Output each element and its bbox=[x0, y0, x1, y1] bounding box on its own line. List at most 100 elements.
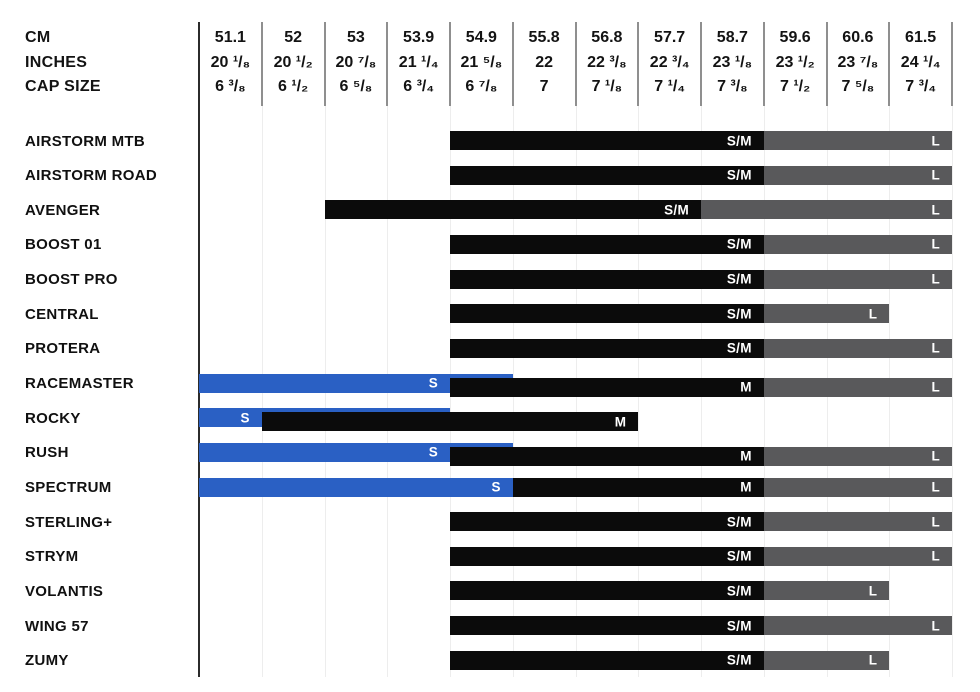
size-bar-l: L bbox=[701, 200, 952, 220]
header-column-separator bbox=[700, 22, 702, 106]
size-bar-s-m: S/M bbox=[450, 131, 764, 150]
model-label: PROTERA bbox=[25, 340, 101, 358]
header-cm-value: 51.1 bbox=[214, 29, 246, 46]
size-bar-l: L bbox=[763, 338, 952, 358]
header-cm-value: 52 bbox=[284, 29, 303, 46]
header-capsize-value: 6 ¹/₂ bbox=[278, 78, 309, 95]
size-bar-label: S bbox=[428, 375, 438, 391]
size-bar-label: L bbox=[868, 306, 878, 322]
size-bar-label: L bbox=[931, 271, 940, 287]
header-inches-value: 21 ⁵/₈ bbox=[460, 53, 503, 71]
size-column-header: 58.7 23 ¹/₈ 7 ³/₈ bbox=[701, 26, 764, 100]
size-bar-label: L bbox=[931, 448, 940, 464]
model-label: WING 57 bbox=[25, 617, 89, 635]
size-bar-l: L bbox=[763, 446, 952, 466]
header-capsize-value: 7 ⁵/₈ bbox=[841, 78, 875, 95]
header-inches-value: 20 ¹/₈ bbox=[210, 53, 251, 71]
size-bar-l: L bbox=[763, 165, 952, 185]
header-label-inches: INCHES bbox=[25, 53, 88, 71]
model-label: STRYM bbox=[25, 548, 79, 566]
size-bar-l: L bbox=[763, 512, 952, 532]
size-bar-m: M bbox=[512, 477, 764, 497]
size-bar-m: M bbox=[261, 412, 639, 432]
header-column-separator bbox=[449, 22, 451, 106]
size-bar-s-m: S/M bbox=[324, 200, 701, 220]
header-column-separator bbox=[323, 22, 326, 106]
size-bar-label: M bbox=[740, 479, 752, 495]
size-bar-label: L bbox=[931, 340, 940, 356]
header-column-separator bbox=[888, 22, 891, 106]
gridline bbox=[952, 106, 953, 677]
model-label: RACEMASTER bbox=[25, 375, 134, 393]
size-bar-l: L bbox=[763, 650, 890, 670]
size-bar-label: M bbox=[740, 379, 752, 395]
size-column-header: 59.6 23 ¹/₂ 7 ¹/₂ bbox=[764, 26, 827, 100]
size-bar-label: M bbox=[740, 448, 752, 464]
size-bar-label: L bbox=[931, 167, 940, 183]
size-bar-l: L bbox=[763, 131, 952, 150]
header-inches-value: 20 ¹/₂ bbox=[273, 53, 313, 71]
size-bar-label: S/M bbox=[726, 271, 752, 287]
size-bar-label: S/M bbox=[664, 202, 689, 218]
header-capsize-value: 7 ³/₄ bbox=[905, 78, 936, 95]
size-bar-label: S/M bbox=[726, 583, 752, 599]
model-label: CENTRAL bbox=[25, 305, 99, 323]
size-bar-label: L bbox=[931, 236, 940, 252]
size-bar-m: M bbox=[450, 377, 764, 397]
header-column-separator bbox=[386, 22, 389, 106]
header-capsize-value: 7 ¹/₈ bbox=[591, 78, 623, 95]
header-cm-value: 55.8 bbox=[528, 29, 560, 46]
size-bar-s-m: S/M bbox=[450, 512, 764, 532]
size-column-header: 55.8 22 7 bbox=[513, 26, 576, 100]
size-bar-label: S/M bbox=[726, 514, 752, 530]
header-label-capsize: CAP SIZE bbox=[25, 78, 101, 95]
header-inches-value: 22 ³/₈ bbox=[587, 53, 627, 71]
size-bar-label: M bbox=[614, 414, 627, 430]
size-bar-s-m: S/M bbox=[450, 269, 764, 289]
header-cm-value: 61.5 bbox=[905, 29, 937, 46]
header-cm-value: 53.9 bbox=[403, 29, 435, 46]
header-inches-value: 22 bbox=[535, 53, 554, 71]
size-bar-label: S bbox=[428, 444, 438, 460]
header-column-separator bbox=[951, 22, 953, 106]
header-capsize-value: 7 ¹/₄ bbox=[654, 78, 685, 95]
size-bar-l: L bbox=[763, 304, 890, 324]
header-cm-value: 54.9 bbox=[465, 29, 497, 46]
size-bar-l: L bbox=[763, 377, 952, 397]
size-bar-label: S/M bbox=[726, 167, 752, 183]
size-column-header: 57.7 22 ³/₄ 7 ¹/₄ bbox=[638, 26, 701, 100]
size-column-header: 61.5 24 ¹/₄ 7 ³/₄ bbox=[889, 26, 952, 100]
header-capsize-value: 7 ³/₈ bbox=[717, 78, 748, 95]
header-inches-value: 23 ¹/₂ bbox=[775, 53, 815, 71]
size-bar-s-m: S/M bbox=[450, 650, 764, 670]
size-bar-label: L bbox=[931, 548, 940, 564]
size-bar-label: S/M bbox=[726, 236, 752, 252]
size-bar-label: S/M bbox=[726, 306, 752, 322]
header-cm-value: 58.7 bbox=[716, 29, 748, 46]
size-bar-label: L bbox=[931, 379, 940, 395]
size-bar-s-m: S/M bbox=[450, 304, 764, 324]
size-bar-s-m: S/M bbox=[450, 616, 764, 636]
header-cm-value: 53 bbox=[346, 29, 365, 46]
left-axis-line bbox=[198, 22, 200, 677]
size-bar-l: L bbox=[763, 581, 890, 601]
size-bar-label: S/M bbox=[726, 652, 752, 668]
model-label: ROCKY bbox=[25, 409, 81, 427]
size-bar-label: L bbox=[931, 618, 940, 634]
model-label: RUSH bbox=[25, 444, 69, 462]
size-bar-label: L bbox=[868, 652, 878, 668]
header-capsize-value: 7 bbox=[539, 78, 549, 95]
header-inches-value: 20 ⁷/₈ bbox=[335, 53, 377, 71]
size-bar-label: S/M bbox=[726, 618, 752, 634]
header-cm-value: 59.6 bbox=[779, 29, 811, 46]
size-column-header: 54.9 21 ⁵/₈ 6 ⁷/₈ bbox=[450, 26, 513, 100]
size-column-header: 60.6 23 ⁷/₈ 7 ⁵/₈ bbox=[827, 26, 890, 100]
header-cm-value: 57.7 bbox=[654, 29, 686, 46]
size-bar-label: S bbox=[491, 479, 501, 495]
size-bar-s-m: S/M bbox=[450, 581, 764, 601]
header-inches-value: 23 ⁷/₈ bbox=[837, 53, 879, 71]
header-capsize-value: 7 ¹/₂ bbox=[780, 78, 811, 95]
model-label: BOOST 01 bbox=[25, 236, 102, 254]
header-cm-value: 60.6 bbox=[842, 29, 874, 46]
